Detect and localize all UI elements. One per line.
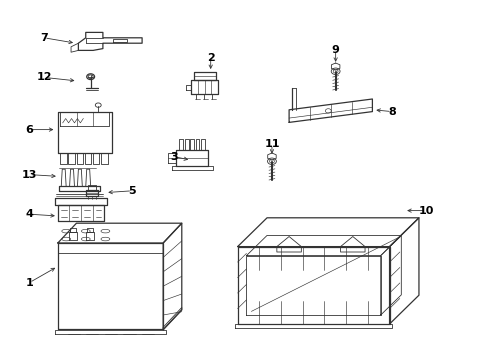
Text: 7: 7	[40, 33, 48, 43]
Text: 10: 10	[418, 206, 434, 216]
Text: 4: 4	[25, 209, 33, 219]
Text: 8: 8	[388, 107, 396, 117]
Text: 3: 3	[170, 152, 178, 162]
Text: 13: 13	[22, 170, 37, 180]
Text: 1: 1	[25, 278, 33, 288]
Text: 12: 12	[36, 72, 52, 82]
Text: 9: 9	[332, 45, 340, 55]
Text: 5: 5	[128, 186, 136, 196]
Text: 2: 2	[207, 53, 215, 63]
Text: 11: 11	[264, 139, 280, 149]
Text: 6: 6	[25, 125, 33, 135]
